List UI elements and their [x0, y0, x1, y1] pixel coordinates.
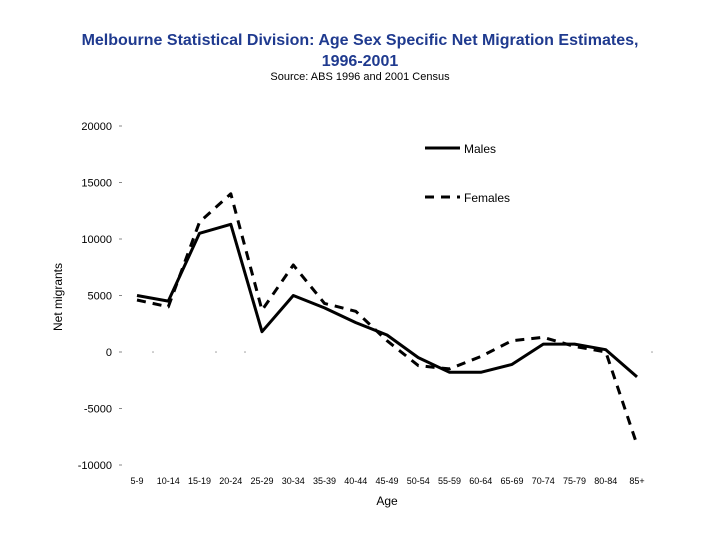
x-tick-label: 85+: [629, 476, 644, 486]
y-tick-label: 20000: [81, 121, 112, 133]
x-axis: 5-9 10-14 15-19 20-24 25-29 30-34 35-39 40-44 45…: [130, 351, 653, 486]
x-tick-label: 45-49: [375, 476, 398, 486]
chart-title-line-1: Melbourne Statistical Division: Age Sex …: [81, 32, 639, 49]
x-tick-label: 20-24: [219, 476, 242, 486]
zero-tick-dot: [152, 351, 154, 353]
x-tick-label: 75-79: [563, 476, 586, 486]
series-lines: [136, 192, 639, 446]
chart-title: Melbourne Statistical Division: Age Sex …: [0, 30, 720, 72]
x-tick-label: 40-44: [344, 476, 367, 486]
chart-title-line-2: 1996-2001: [321, 53, 399, 70]
x-tick-label: 70-74: [532, 476, 555, 486]
x-tick-label: 5-9: [130, 476, 143, 486]
x-tick-label: 55-59: [438, 476, 461, 486]
x-tick-label: 80-84: [594, 476, 617, 486]
x-tick-label: 25-29: [250, 476, 273, 486]
x-tick-label: 10-14: [157, 476, 180, 486]
legend-males-label: Males: [464, 142, 496, 156]
y-tick-label: 0: [106, 347, 112, 359]
x-tick-label: 50-54: [407, 476, 430, 486]
x-tick-label: 35-39: [313, 476, 336, 486]
zero-tick-dot: [244, 351, 246, 353]
series-females-line: [136, 192, 639, 446]
x-tick-label: 30-34: [282, 476, 305, 486]
y-axis: 20000 15000 10000 5000 0 -5000 -10000: [78, 121, 122, 472]
y-axis-label: Net migrants: [51, 263, 65, 331]
chart-subtitle: Source: ABS 1996 and 2001 Census: [270, 71, 450, 83]
series-males-line: [136, 222, 638, 379]
y-tick-label: -10000: [78, 460, 112, 472]
x-tick-label: 15-19: [188, 476, 211, 486]
x-axis-label: Age: [376, 494, 398, 508]
y-tick-label: 5000: [88, 291, 112, 303]
zero-tick-dot: [651, 351, 653, 353]
x-tick-label: 60-64: [469, 476, 492, 486]
legend-females-label: Females: [464, 191, 510, 205]
legend: Males Females: [425, 142, 510, 205]
y-tick-label: 10000: [81, 234, 112, 246]
y-tick-label: 15000: [81, 178, 112, 190]
y-tick-label: -5000: [84, 404, 112, 416]
x-tick-label: 65-69: [500, 476, 523, 486]
zero-tick-dot: [215, 351, 217, 353]
